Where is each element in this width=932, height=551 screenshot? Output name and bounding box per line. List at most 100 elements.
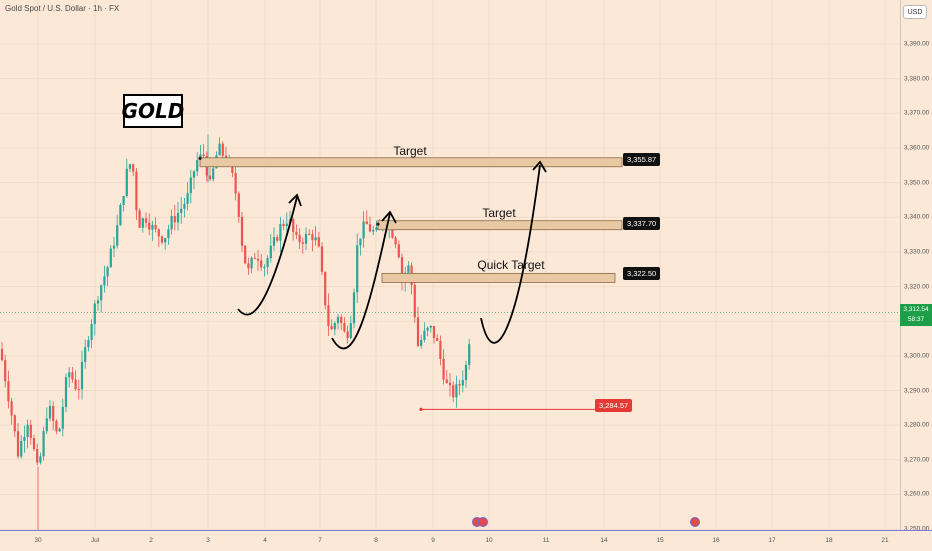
candle-body xyxy=(375,227,378,230)
candle-body xyxy=(256,258,260,261)
candle-body xyxy=(317,237,320,247)
x-tick-label: 10 xyxy=(485,537,493,544)
candle-body xyxy=(141,218,144,228)
candle-body xyxy=(138,210,141,228)
y-tick-label: 3,360.00 xyxy=(904,144,930,152)
candle-body xyxy=(100,285,103,301)
candle-body xyxy=(423,330,426,340)
candle-body xyxy=(448,382,452,386)
candle-body xyxy=(132,164,135,172)
candle-body xyxy=(240,216,244,246)
candle-body xyxy=(80,361,84,390)
candle-body xyxy=(356,245,359,293)
x-tick-label: 17 xyxy=(768,537,776,544)
candle-body xyxy=(196,160,199,172)
candle-body xyxy=(442,358,445,380)
candle-body xyxy=(368,224,372,232)
candle-body xyxy=(61,406,64,429)
currency-button[interactable]: USD xyxy=(903,5,927,19)
candle-body xyxy=(7,381,10,402)
candle-body xyxy=(212,168,215,180)
candle-body xyxy=(112,245,116,249)
y-tick-label: 3,320.00 xyxy=(904,283,930,291)
y-tick-label: 3,270.00 xyxy=(904,456,930,464)
candle-body xyxy=(349,323,352,339)
projection-curve xyxy=(237,196,298,316)
y-tick-label: 3,390.00 xyxy=(904,40,930,48)
candle-body xyxy=(189,177,192,194)
last-price-countdown: 58:37 xyxy=(907,316,925,323)
economic-event-icon[interactable] xyxy=(690,517,700,527)
price-axis[interactable]: 3,390.00 3,380.00 3,370.00 3,360.00 3,350.00… xyxy=(900,0,932,533)
candle-body xyxy=(119,205,122,226)
candle-body xyxy=(45,418,48,432)
target-zone xyxy=(199,157,623,168)
y-tick-label: 3,370.00 xyxy=(904,109,930,117)
candle-body xyxy=(311,234,314,241)
candle-body xyxy=(48,405,52,419)
price-tag-target-middle: 3,337.70 xyxy=(623,217,661,230)
gold-label: GOLD xyxy=(122,94,184,128)
x-tick-label: 30 xyxy=(34,537,42,544)
candle-body xyxy=(455,384,458,398)
y-tick-label: 3,290.00 xyxy=(904,387,930,394)
candle-body xyxy=(250,257,253,269)
x-tick-label: 18 xyxy=(825,537,833,544)
symbol-title: Gold Spot / U.S. Dollar · 1h · FX xyxy=(5,4,120,13)
candle-body xyxy=(93,303,96,325)
candle-body xyxy=(176,212,180,223)
candle-body xyxy=(253,257,256,259)
candle-body xyxy=(468,344,471,365)
candle-body xyxy=(109,248,112,268)
candle-body xyxy=(244,245,247,264)
chart-canvas xyxy=(0,0,900,530)
candle-body xyxy=(464,364,468,381)
candle-body xyxy=(16,431,20,457)
candle-body xyxy=(269,245,272,259)
y-tick-label: 3,350.00 xyxy=(904,179,930,187)
candle-body xyxy=(314,237,317,241)
candle-body xyxy=(74,379,77,390)
candle-body xyxy=(84,347,87,362)
candle-body xyxy=(234,172,237,194)
candle-body xyxy=(327,305,330,327)
price-tag-quick-target: 3,322.50 xyxy=(623,267,661,280)
candle-body xyxy=(458,384,461,386)
candle-body xyxy=(352,292,356,324)
candle-body xyxy=(218,143,221,156)
candle-body xyxy=(432,325,436,339)
y-tick-label: 3,250.00 xyxy=(904,526,929,533)
candle-body xyxy=(154,225,157,230)
candle-body xyxy=(151,225,154,230)
candle-body xyxy=(397,244,400,258)
candle-body xyxy=(0,348,4,361)
candle-body xyxy=(208,175,212,180)
time-axis[interactable]: 30 Jul 2 3 4 7 8 9 10 11 14 15 16 17 18 21 xyxy=(0,530,932,551)
x-tick-label: 21 xyxy=(881,537,889,544)
plot-area[interactable]: Gold Spot / U.S. Dollar · 1h · FX GOLD T… xyxy=(0,0,900,530)
candle-body xyxy=(164,238,167,243)
candle-body xyxy=(301,242,304,244)
candle-body xyxy=(333,323,336,330)
candle-body xyxy=(71,372,74,380)
economic-event-icon[interactable] xyxy=(478,517,488,527)
target-zone xyxy=(377,220,623,231)
candle-body xyxy=(320,246,324,272)
candle-body xyxy=(276,237,279,241)
candle-body xyxy=(426,327,429,331)
candle-body xyxy=(157,229,160,237)
candle-body xyxy=(68,372,71,378)
y-tick-label: 3,380.00 xyxy=(904,75,930,83)
x-tick-label: 3 xyxy=(206,537,210,544)
candle-body xyxy=(125,168,128,197)
zone-label-target-middle: Target xyxy=(482,206,516,220)
candle-body xyxy=(202,154,205,157)
candle-body xyxy=(413,284,416,318)
target-zone xyxy=(381,272,616,283)
x-tick-label: Jul xyxy=(90,537,100,544)
y-tick-label: 3,330.00 xyxy=(904,248,930,256)
candle-body xyxy=(90,324,93,340)
candle-body xyxy=(128,164,132,169)
candle-body xyxy=(372,229,375,232)
candle-body xyxy=(247,263,250,269)
